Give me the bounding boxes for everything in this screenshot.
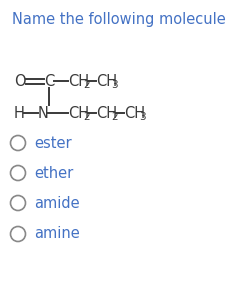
Text: CH: CH <box>96 106 117 120</box>
Text: N: N <box>38 106 49 120</box>
Text: CH: CH <box>96 74 117 88</box>
Text: CH: CH <box>124 106 145 120</box>
Text: ester: ester <box>34 136 72 150</box>
Text: 3: 3 <box>139 112 146 122</box>
Text: ether: ether <box>34 166 73 180</box>
Text: 2: 2 <box>83 80 90 90</box>
Text: CH: CH <box>68 106 89 120</box>
Text: C: C <box>44 74 54 88</box>
Text: 2: 2 <box>111 112 118 122</box>
Text: O: O <box>14 74 26 88</box>
Text: amine: amine <box>34 226 80 242</box>
Text: 2: 2 <box>83 112 90 122</box>
Text: Name the following molecule: Name the following molecule <box>12 12 226 27</box>
Text: amide: amide <box>34 196 80 210</box>
Text: H: H <box>14 106 25 120</box>
Text: CH: CH <box>68 74 89 88</box>
Text: 3: 3 <box>111 80 118 90</box>
